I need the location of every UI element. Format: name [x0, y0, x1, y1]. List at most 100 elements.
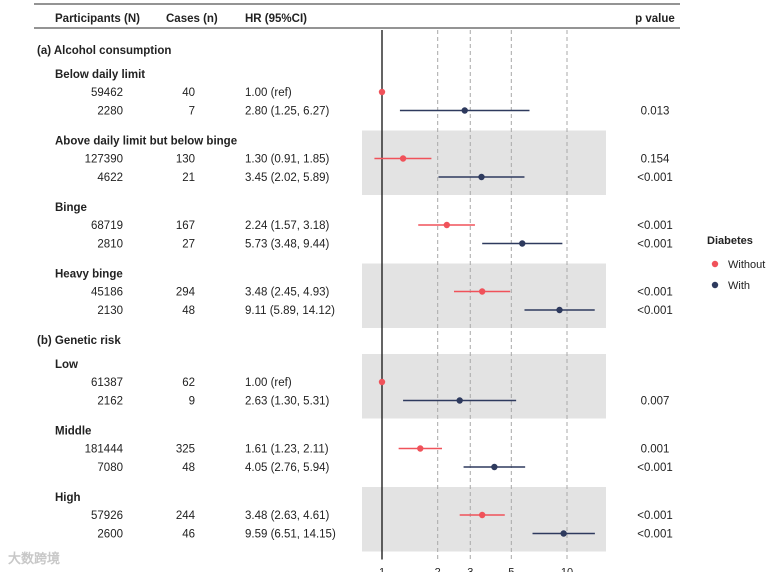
participants-cell: 59462: [91, 87, 123, 99]
cases-cell: 167: [176, 220, 195, 232]
legend-title: Diabetes: [707, 235, 753, 247]
gridline-layer: [381, 30, 568, 560]
p-value-cell: <0.001: [637, 462, 673, 474]
group-shading: [362, 354, 606, 419]
point-estimate-with: [560, 530, 567, 537]
col-header-cases: Cases (n): [166, 13, 218, 25]
hr-ci-cell: 2.63 (1.30, 5.31): [245, 396, 330, 408]
participants-cell: 45186: [91, 287, 123, 299]
p-value-cell: 0.154: [641, 154, 670, 166]
participants-cell: 2162: [97, 396, 123, 408]
group-label: Above daily limit but below binge: [55, 136, 237, 148]
cases-cell: 46: [182, 529, 195, 541]
col-header-p-value: p value: [635, 13, 675, 25]
group-label: Middle: [55, 426, 91, 438]
legend-marker-with: [711, 281, 719, 289]
participants-cell: 57926: [91, 510, 123, 522]
p-value-cell: 0.001: [641, 444, 670, 456]
legend-label-with: With: [728, 280, 750, 292]
point-estimate-without: [378, 378, 386, 386]
hr-ci-cell: 1.00 (ref): [245, 87, 292, 99]
cases-cell: 27: [182, 239, 195, 251]
point-estimate-without: [478, 288, 486, 295]
legend-label-without: Without: [728, 259, 765, 271]
hr-ci-cell: 2.24 (1.57, 3.18): [245, 220, 330, 232]
participants-cell: 2810: [97, 239, 123, 251]
group-shading: [362, 263, 606, 328]
cases-cell: 62: [182, 377, 195, 389]
point-estimate-with: [478, 173, 485, 181]
group-label: Binge: [55, 202, 87, 214]
group-label: Below daily limit: [55, 69, 145, 81]
hr-ci-cell: 3.48 (2.63, 4.61): [245, 510, 330, 522]
p-value-cell: <0.001: [637, 510, 673, 522]
hr-ci-cell: 1.30 (0.91, 1.85): [245, 154, 330, 166]
participants-cell: 61387: [91, 377, 123, 389]
p-value-cell: <0.001: [637, 305, 673, 317]
point-estimate-with: [456, 397, 463, 404]
cases-cell: 21: [182, 172, 195, 184]
row-shading-layer: [362, 130, 606, 552]
x-tick-label: 2: [435, 567, 441, 572]
x-tick-label: 10: [561, 567, 573, 572]
point-estimate-with: [519, 240, 526, 247]
hr-ci-cell: 2.80 (1.25, 6.27): [245, 106, 330, 118]
participants-cell: 2130: [97, 305, 123, 317]
cases-cell: 48: [182, 305, 195, 317]
group-shading: [362, 487, 606, 552]
p-value-cell: <0.001: [637, 287, 673, 299]
point-estimate-without: [478, 511, 486, 519]
hr-ci-cell: 1.00 (ref): [245, 377, 292, 389]
x-tick-label: 3: [467, 567, 473, 572]
participants-cell: 4622: [97, 172, 123, 184]
p-value-cell: 0.007: [641, 396, 670, 408]
p-value-cell: <0.001: [637, 172, 673, 184]
point-estimate-without: [443, 221, 450, 229]
cases-cell: 325: [176, 444, 195, 456]
group-label: High: [55, 492, 81, 504]
point-estimate-without: [378, 88, 386, 96]
hr-ci-cell: 1.61 (1.23, 2.11): [245, 444, 329, 456]
participants-cell: 68719: [91, 220, 123, 232]
point-estimate-with: [461, 107, 468, 114]
participants-cell: 2280: [97, 106, 123, 118]
cases-cell: 9: [189, 396, 195, 408]
x-tick-label: 5: [508, 567, 514, 572]
cases-cell: 244: [176, 510, 196, 522]
section-title: (b) Genetic risk: [37, 335, 121, 347]
hr-ci-cell: 9.59 (6.51, 14.15): [245, 529, 336, 541]
x-tick-label: 1: [379, 567, 385, 572]
legend: Diabetes Without With: [707, 235, 765, 292]
group-label: Heavy binge: [55, 269, 123, 281]
col-header-participants: Participants (N): [55, 13, 140, 25]
participants-cell: 7080: [97, 462, 123, 474]
point-estimate-without: [399, 155, 407, 162]
point-estimate-with: [491, 463, 498, 471]
section-title: (a) Alcohol consumption: [37, 45, 171, 57]
group-label: Low: [55, 359, 78, 371]
cases-cell: 130: [176, 154, 195, 166]
p-value-cell: <0.001: [637, 239, 673, 251]
hr-ci-cell: 9.11 (5.89, 14.12): [245, 305, 335, 317]
cases-cell: 294: [176, 287, 196, 299]
hr-ci-cell: 3.45 (2.02, 5.89): [245, 172, 330, 184]
legend-marker-without: [711, 260, 719, 268]
p-value-cell: <0.001: [637, 529, 673, 541]
participants-cell: 2600: [97, 529, 123, 541]
p-value-cell: 0.013: [641, 106, 670, 118]
hr-ci-cell: 5.73 (3.48, 9.44): [245, 239, 330, 251]
hr-ci-cell: 4.05 (2.76, 5.94): [245, 462, 330, 474]
cases-cell: 48: [182, 462, 195, 474]
group-shading: [362, 130, 606, 195]
estimate-layer: [374, 88, 595, 537]
p-value-cell: <0.001: [637, 220, 673, 232]
table-text-layer: Participants (N) Cases (n) HR (95%CI) p val…: [34, 3, 680, 572]
hr-ci-cell: 3.48 (2.45, 4.93): [245, 287, 330, 299]
col-header-hr: HR (95%CI): [245, 13, 307, 25]
point-estimate-with: [556, 306, 563, 314]
cases-cell: 40: [182, 87, 195, 99]
cases-cell: 7: [189, 106, 195, 118]
participants-cell: 127390: [85, 154, 123, 166]
participants-cell: 181444: [85, 444, 124, 456]
